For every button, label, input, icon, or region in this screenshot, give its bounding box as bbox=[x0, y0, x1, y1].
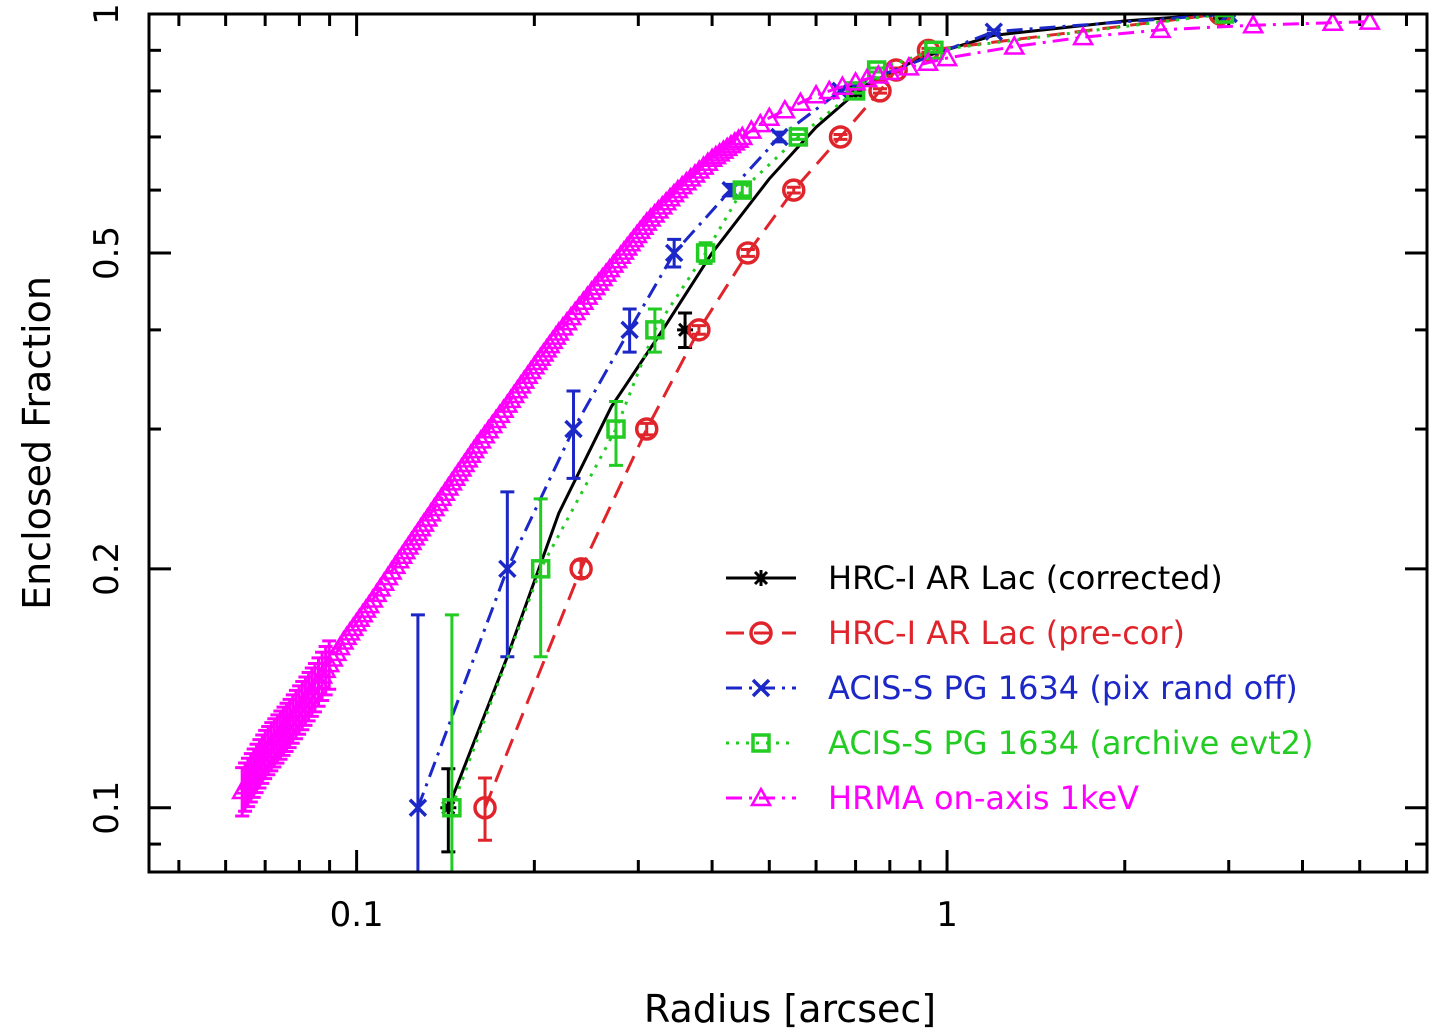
data-point bbox=[564, 419, 583, 439]
error-bar bbox=[574, 558, 589, 580]
data-point bbox=[1071, 25, 1095, 46]
x-tick-label: 0.1 bbox=[330, 895, 384, 935]
data-point bbox=[530, 559, 551, 579]
data-point bbox=[723, 130, 746, 151]
x-axis-ticks bbox=[177, 14, 1408, 872]
data-point bbox=[770, 127, 789, 147]
legend-marker bbox=[751, 733, 771, 753]
error-bar bbox=[478, 776, 493, 842]
plot-frame bbox=[147, 12, 1429, 874]
series-triangle bbox=[231, 14, 1381, 818]
error-bar bbox=[786, 185, 801, 195]
data-point bbox=[606, 419, 626, 439]
data-point bbox=[1242, 14, 1265, 34]
data-point bbox=[620, 320, 639, 340]
error-bar bbox=[410, 613, 425, 872]
error-bar bbox=[735, 182, 750, 198]
data-point bbox=[828, 125, 853, 149]
data-point bbox=[731, 125, 754, 146]
legend-marker bbox=[753, 570, 769, 586]
legend-label: HRC-I AR Lac (pre-cor) bbox=[828, 614, 1185, 652]
data-point bbox=[695, 243, 716, 263]
legend-label: HRMA on-axis 1keV bbox=[828, 779, 1139, 817]
error-bar bbox=[791, 133, 806, 141]
data-point bbox=[1208, 14, 1232, 26]
data-point bbox=[1149, 18, 1172, 39]
x-axis-label: Radius [arcsec] bbox=[644, 987, 936, 1031]
error-bar bbox=[444, 613, 459, 872]
series-square bbox=[442, 14, 1235, 872]
data-point bbox=[878, 60, 901, 81]
y-tick-label: 0.5 bbox=[87, 226, 127, 280]
y-tick-label: 0.1 bbox=[87, 781, 127, 835]
error-bar bbox=[566, 389, 581, 480]
data-point bbox=[773, 98, 797, 119]
y-tick-label: 1 bbox=[87, 3, 127, 25]
data-point bbox=[831, 75, 854, 95]
legend-label: ACIS-S PG 1634 (archive evt2) bbox=[828, 724, 1313, 762]
data-point bbox=[789, 91, 812, 112]
plot-series bbox=[231, 14, 1381, 872]
data-point bbox=[634, 417, 659, 441]
data-point bbox=[1003, 34, 1026, 55]
data-point bbox=[1358, 14, 1381, 30]
data-point bbox=[732, 180, 753, 200]
legend-marker bbox=[749, 786, 773, 807]
error-bar bbox=[926, 46, 941, 54]
data-point bbox=[935, 46, 959, 67]
data-point bbox=[440, 799, 457, 816]
legend-marker bbox=[749, 621, 773, 645]
data-point bbox=[645, 320, 665, 340]
series-line bbox=[450, 14, 1225, 809]
data-point bbox=[788, 127, 809, 147]
data-point bbox=[868, 79, 892, 103]
error-bar bbox=[647, 307, 662, 354]
y-tick-labels: 0.1 0.2 0.5 1 bbox=[87, 3, 127, 835]
data-point bbox=[442, 798, 462, 818]
series-circle bbox=[473, 14, 1232, 842]
data-point bbox=[1214, 14, 1235, 24]
data-point bbox=[1321, 14, 1344, 31]
data-point bbox=[749, 112, 772, 133]
data-point bbox=[736, 241, 760, 265]
data-point bbox=[740, 119, 763, 139]
legend: HRC-I AR Lac (corrected) HRC-I AR Lac (pr… bbox=[726, 559, 1313, 817]
y-axis-label: Enclosed Fraction bbox=[15, 276, 59, 610]
error-bar bbox=[691, 324, 706, 336]
series-line bbox=[446, 14, 1221, 809]
data-point bbox=[664, 243, 684, 263]
error-bar bbox=[639, 421, 654, 437]
error-bar bbox=[833, 133, 848, 141]
series-line bbox=[240, 20, 1370, 792]
series-cross bbox=[408, 14, 1238, 872]
data-point bbox=[916, 51, 940, 71]
data-point bbox=[408, 798, 428, 818]
data-point bbox=[498, 559, 517, 579]
legend-marker bbox=[751, 678, 771, 698]
legend-label: HRC-I AR Lac (corrected) bbox=[828, 559, 1223, 597]
legend-label: ACIS-S PG 1634 (pix rand off) bbox=[828, 669, 1298, 707]
error-bar bbox=[609, 399, 624, 467]
data-point bbox=[924, 40, 944, 61]
data-point bbox=[473, 796, 497, 820]
data-point bbox=[758, 106, 781, 127]
data-point bbox=[677, 321, 694, 338]
data-point bbox=[687, 318, 711, 342]
y-axis-ticks bbox=[149, 12, 1427, 846]
error-bar bbox=[873, 87, 888, 95]
data-point bbox=[897, 55, 921, 76]
error-bar bbox=[740, 248, 755, 258]
data-point bbox=[818, 79, 841, 100]
data-point bbox=[845, 81, 866, 101]
data-point bbox=[781, 178, 806, 202]
data-point bbox=[696, 151, 719, 171]
y-tick-label: 0.2 bbox=[87, 542, 127, 596]
data-point bbox=[804, 83, 828, 104]
x-tick-labels: 0.1 1 bbox=[330, 895, 958, 935]
x-tick-label: 1 bbox=[936, 895, 958, 935]
data-point bbox=[984, 22, 1004, 41]
data-point bbox=[569, 557, 593, 581]
